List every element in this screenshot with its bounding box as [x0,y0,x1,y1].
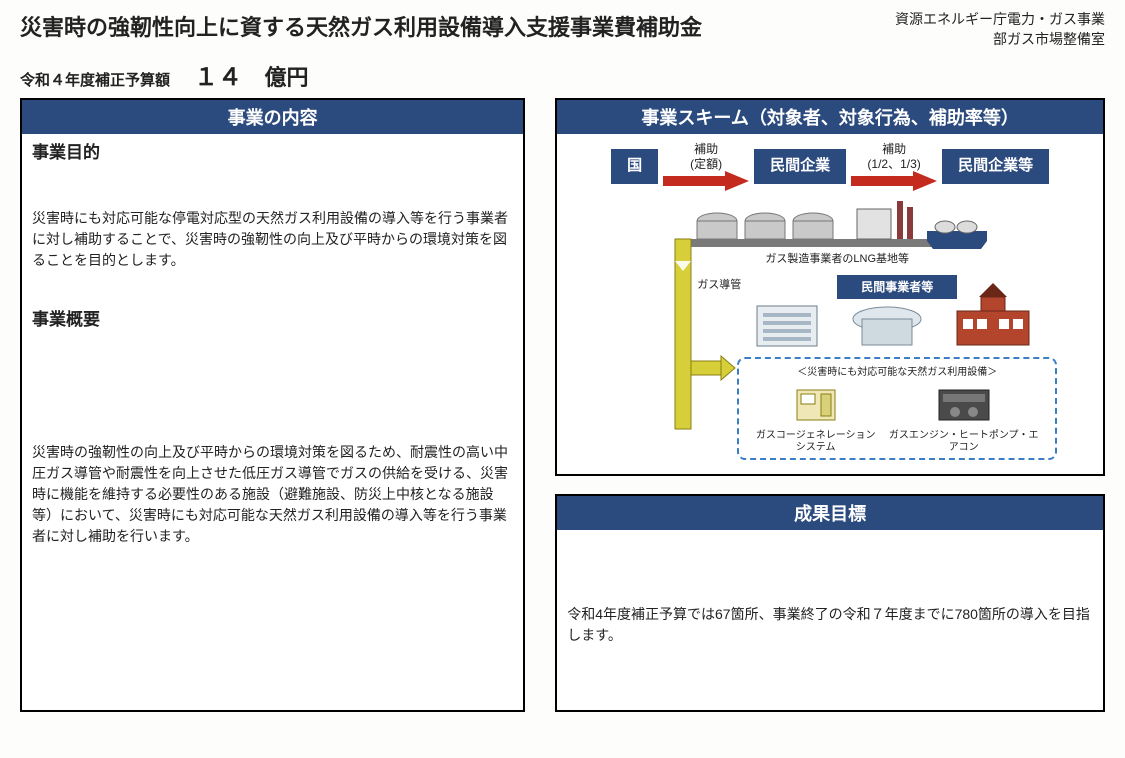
arrow-icon [851,171,937,191]
tank-icon [697,213,833,239]
ship-icon [927,221,987,249]
agency-line1: 資源エネルギー庁電力・ガス事業 [895,10,1105,30]
flow-box-1: 国 [611,149,658,184]
arrow1-top: 補助 [694,142,718,156]
cogen-icon [791,384,841,424]
ghp-icon [935,384,993,424]
goal-text: 令和4年度補正予算では67箇所、事業終了の令和７年度までに780箇所の導入を目指… [567,604,1093,646]
lng-label: ガス製造事業者のLNG基地等 [737,251,937,268]
eq2-label: ガスエンジン・ヒートポンプ・エ アコン [889,430,1039,454]
equipment-box: ＜災害時にも対応可能な天然ガス利用設備＞ ガスコージェネレーション システム [737,357,1057,460]
budget-row: 令和４年度補正予算額 １４ 億円 [0,49,1125,98]
building-1-icon [757,306,817,346]
content-panel: 事業の内容 事業目的 災害時にも対応可能な停電対応型の天然ガス利用設備の導入等を… [20,98,525,712]
overview-text: 災害時の強靭性の向上及び平時からの環境対策を図るため、耐震性の高い中圧ガス導管や… [32,442,513,547]
agency-line2: 部ガス市場整備室 [895,30,1105,50]
private-badge: 民間事業者等 [837,275,957,299]
arrow2-bottom: (1/2、1/3) [867,157,920,171]
arrow1-bottom: (定額) [690,157,722,171]
arrow2-top: 補助 [882,142,906,156]
scheme-panel: 事業スキーム（対象者、対象行為、補助率等） 国 補助 (定額) 民間企業 補助 [555,98,1105,476]
arrow-icon [663,171,749,191]
building-2-icon [853,307,921,345]
purpose-text: 災害時にも対応可能な停電対応型の天然ガス利用設備の導入等を行う事業者に対し補助す… [32,208,513,271]
scheme-flow: 国 補助 (定額) 民間企業 補助 (1/2、1/3) [567,142,1093,191]
flow-box-3: 民間企業等 [942,149,1049,184]
content-header: 事業の内容 [22,100,523,134]
budget-label: 令和４年度補正予算額 [20,69,170,90]
eq1-label: ガスコージェネレーション システム [756,430,876,454]
goal-panel: 成果目標 令和4年度補正予算では67箇所、事業終了の令和７年度までに780箇所の… [555,494,1105,712]
factory-icon [857,201,913,239]
pipe-label: ガス導管 [697,277,741,294]
flow-arrow-1: 補助 (定額) [658,142,754,191]
flow-arrow-2: 補助 (1/2、1/3) [846,142,942,191]
scheme-diagram: ガス製造事業者のLNG基地等 ガス導管 民間事業者等 ＜災害時にも対応可能な天然… [567,201,1093,461]
purpose-heading: 事業目的 [32,140,513,166]
equipment-title: ＜災害時にも対応可能な天然ガス利用設備＞ [749,365,1045,380]
budget-unit: 億円 [264,65,308,90]
overview-heading: 事業概要 [32,307,513,333]
goal-header: 成果目標 [557,496,1103,530]
building-3-icon [957,283,1029,345]
page-title: 災害時の強靭性向上に資する天然ガス利用設備導入支援事業費補助金 [20,10,702,42]
budget-amount: １４ [194,64,242,91]
scheme-header: 事業スキーム（対象者、対象行為、補助率等） [557,100,1103,134]
agency-block: 資源エネルギー庁電力・ガス事業 部ガス市場整備室 [895,10,1105,49]
flow-box-2: 民間企業 [754,149,846,184]
